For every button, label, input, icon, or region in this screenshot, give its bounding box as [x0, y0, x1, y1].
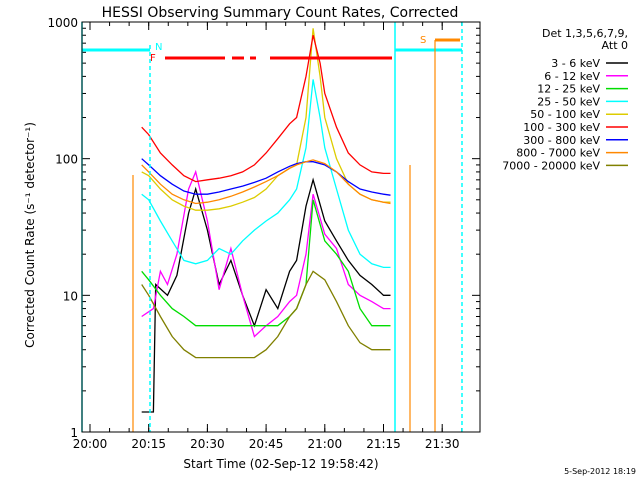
- series-line-8: [141, 270, 391, 359]
- series-line-0: [141, 177, 391, 413]
- x-tick-label: 20:30: [190, 437, 225, 451]
- y-tick-label: 1000: [47, 16, 78, 30]
- annotation-f: F: [150, 53, 156, 64]
- legend-label: 7000 - 20000 keV: [502, 159, 600, 172]
- legend-label: 300 - 800 keV: [523, 134, 600, 147]
- x-tick-label: 21:15: [366, 437, 401, 451]
- x-axis-ticks: 20:00 20:15 20:30 20:45 21:00 21:15 21:30: [73, 22, 463, 451]
- x-axis-label: Start Time (02-Sep-12 19:58:42): [183, 457, 378, 471]
- y-axis-ticks: 1 10 100 1000: [47, 16, 480, 440]
- x-tick-label: 21:00: [308, 437, 343, 451]
- series-line-1: [141, 169, 391, 338]
- plot-frame: [81, 21, 481, 433]
- legend-header: Det 1,3,5,6,7,9,Att 0: [542, 27, 628, 52]
- legend-label: 25 - 50 keV: [537, 95, 600, 108]
- x-tick-label: 20:15: [131, 437, 166, 451]
- chart-title: HESSI Observing Summary Count Rates, Cor…: [102, 5, 459, 21]
- legend-header-line: Att 0: [602, 39, 628, 52]
- legend-header-line: Det 1,3,5,6,7,9,: [542, 27, 628, 40]
- series-line-2: [141, 199, 391, 327]
- x-tick-label: 20:45: [249, 437, 284, 451]
- y-tick-label: 1: [70, 426, 78, 440]
- y-tick-label: 10: [63, 289, 78, 303]
- footer-date: 5-Sep-2012 18:19: [564, 467, 636, 476]
- series-line-7: [141, 159, 391, 205]
- x-tick-label: 21:30: [425, 437, 460, 451]
- plot-area: N F S: [81, 22, 463, 432]
- legend-label: 6 - 12 keV: [544, 70, 600, 83]
- series-line-5: [141, 35, 391, 183]
- legend-label: 12 - 25 keV: [537, 83, 600, 96]
- series-line-4: [141, 28, 391, 211]
- x-tick-label: 20:00: [73, 437, 108, 451]
- series-line-6: [141, 158, 391, 196]
- annotation-s: S: [420, 35, 426, 46]
- legend-label: 50 - 100 keV: [530, 108, 600, 121]
- y-axis-label: Corrected Count Rate (s⁻¹ detector⁻¹): [23, 122, 37, 348]
- legend-label: 100 - 300 keV: [523, 121, 600, 134]
- annotation-n: N: [155, 42, 162, 53]
- legend-label: 3 - 6 keV: [551, 57, 600, 70]
- legend-label: 800 - 7000 keV: [516, 147, 600, 160]
- series-line-3: [141, 79, 391, 269]
- y-tick-label: 100: [55, 153, 78, 167]
